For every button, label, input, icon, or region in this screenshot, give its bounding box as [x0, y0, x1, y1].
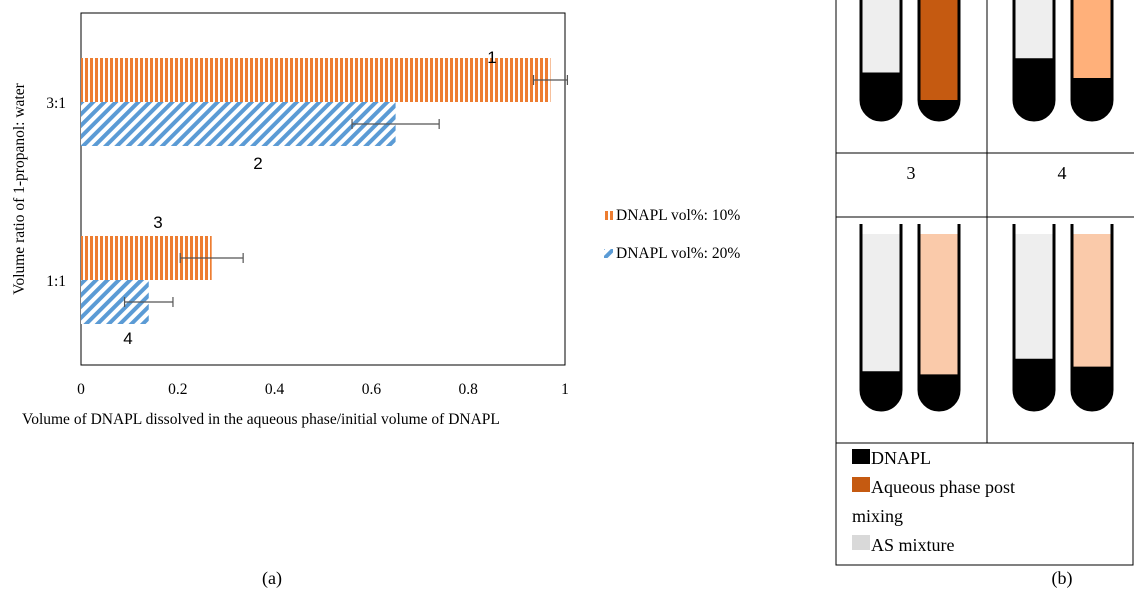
plot-area: 1 2 3 4: [81, 48, 569, 348]
test-tubes: [859, 0, 1114, 412]
test-tube: [859, 0, 903, 122]
error-bar: [179, 253, 244, 263]
bar-20pct-3to1: [81, 102, 396, 146]
chart-legend: DNAPL vol%: 10% DNAPL vol%: 20%: [604, 207, 740, 262]
bar-number-label: 3: [153, 213, 162, 232]
test-tube: [1070, 224, 1114, 412]
legend-label: DNAPL vol%: 20%: [616, 245, 740, 262]
test-tube: [917, 0, 961, 122]
x-tick-label: 0.8: [459, 381, 479, 398]
bar-number-label: 2: [253, 154, 262, 173]
legend-swatch: [604, 211, 613, 220]
panel-label-b: (b): [1052, 568, 1073, 589]
legend-label-aqueous-line1: Aqueous phase post: [871, 477, 1015, 497]
x-tick-label: 1: [561, 381, 569, 398]
x-tick-label: 0: [77, 381, 85, 398]
y-tick-labels: 3:1 1:1: [46, 95, 66, 290]
cell-label-3: 3: [907, 163, 916, 183]
test-tube: [859, 224, 903, 412]
legend-swatch-as: [852, 535, 870, 550]
test-tube: [1012, 0, 1056, 122]
error-bar: [351, 119, 440, 129]
bar-number-label: 4: [123, 329, 132, 348]
legend-swatch-dnapl: [852, 449, 870, 464]
panel-label-a: (a): [262, 568, 282, 589]
error-bar: [532, 75, 569, 85]
legend-box: [835, 442, 1134, 566]
test-tube: [1070, 0, 1114, 122]
bar-number-label: 1: [487, 48, 496, 67]
x-tick-label: 0.2: [168, 381, 187, 398]
x-tick-label: 0.4: [265, 381, 285, 398]
legend-label: DNAPL vol%: 10%: [616, 207, 740, 224]
y-tick-label: 1:1: [46, 273, 66, 290]
legend-label-dnapl: DNAPL: [871, 448, 931, 468]
cell-label-4: 4: [1058, 163, 1067, 183]
y-tick-label: 3:1: [46, 95, 66, 112]
plot-frame: [80, 12, 566, 366]
legend-swatch: [604, 249, 613, 258]
legend-swatch-aqueous: [852, 477, 870, 492]
legend-label-as: AS mixture: [871, 535, 955, 555]
bar-10pct-3to1: [81, 58, 551, 102]
x-tick-labels: 0 0.2 0.4 0.6 0.8 1: [77, 381, 569, 398]
test-tube: [1012, 224, 1056, 412]
error-bar: [123, 297, 174, 307]
legend-label-aqueous-line2: mixing: [852, 506, 903, 526]
x-axis-label: Volume of DNAPL dissolved in the aqueous…: [22, 411, 500, 428]
x-tick-label: 0.6: [362, 381, 382, 398]
test-tube: [917, 224, 961, 412]
chart-panel-a: 1 2 3 4 0 0.2 0.4 0.6 0.8 1 3:1 1:1 Volume of DNA…: [11, 12, 740, 589]
y-axis-label: Volume ratio of 1-propanol: water: [11, 82, 28, 294]
diagram-panel-b: 3 4 DNAPL Aqueous phase post mixing AS m…: [835, 0, 1134, 589]
